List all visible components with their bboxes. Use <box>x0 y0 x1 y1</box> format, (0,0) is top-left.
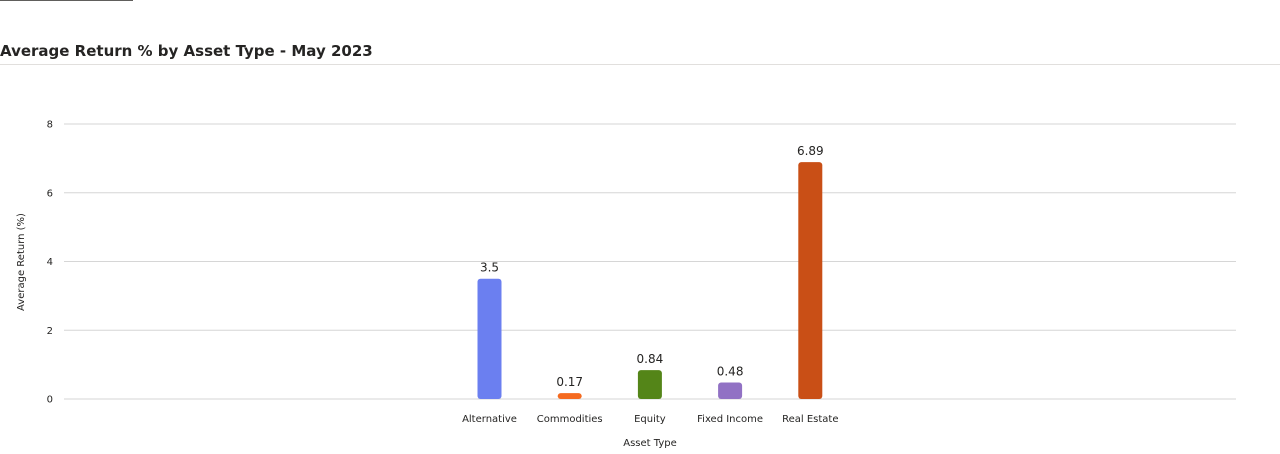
bars <box>477 162 823 400</box>
y-tick-label: 4 <box>47 257 53 268</box>
bar-equity[interactable] <box>637 370 662 399</box>
bar-real-estate[interactable] <box>798 162 823 399</box>
data-label: 0.17 <box>556 375 583 389</box>
x-axis-ticks: Alternative Commodities Equity Fixed Income… <box>462 414 838 425</box>
data-label: 6.89 <box>797 144 824 158</box>
bar-commodities[interactable] <box>557 393 582 399</box>
data-label: 0.48 <box>717 365 744 379</box>
x-tick-label: Alternative <box>462 414 517 425</box>
y-axis-ticks: 0 2 4 6 8 <box>47 120 53 406</box>
x-axis-title: Asset Type <box>623 438 676 449</box>
y-tick-label: 6 <box>47 188 53 199</box>
tab-underline <box>0 0 133 1</box>
gridlines <box>64 123 1236 400</box>
x-tick-label: Equity <box>634 414 666 425</box>
y-tick-label: 2 <box>47 326 53 337</box>
x-tick-label: Commodities <box>537 414 603 425</box>
bar-fixed-income[interactable] <box>718 382 743 400</box>
data-label: 3.5 <box>480 261 499 275</box>
x-tick-label: Real Estate <box>782 414 838 425</box>
data-label: 0.84 <box>637 352 664 366</box>
y-tick-label: 8 <box>47 120 53 131</box>
y-axis-title: Average Return (%) <box>16 213 27 311</box>
data-labels: 3.5 0.17 0.84 0.48 6.89 <box>480 144 824 389</box>
page-title: Average Return % by Asset Type - May 202… <box>0 42 373 60</box>
y-tick-label: 0 <box>47 395 53 406</box>
bar-alternative[interactable] <box>477 278 502 399</box>
visual-header: Average Return % by Asset Type - May 202… <box>0 0 1280 65</box>
x-tick-label: Fixed Income <box>697 414 763 425</box>
